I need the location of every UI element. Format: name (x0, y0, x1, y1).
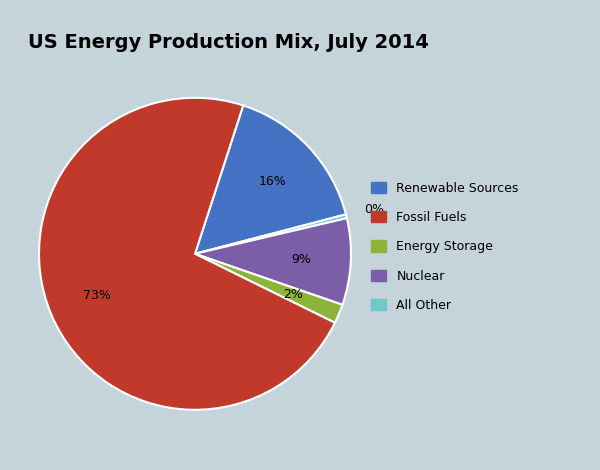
Wedge shape (195, 218, 351, 305)
Wedge shape (195, 105, 346, 254)
Wedge shape (195, 254, 343, 323)
Legend: Renewable Sources, Fossil Fuels, Energy Storage, Nuclear, All Other: Renewable Sources, Fossil Fuels, Energy … (366, 177, 524, 317)
Text: 9%: 9% (291, 253, 311, 266)
Text: 73%: 73% (83, 289, 111, 302)
Text: 16%: 16% (259, 174, 286, 188)
Wedge shape (195, 214, 347, 254)
Text: US Energy Production Mix, July 2014: US Energy Production Mix, July 2014 (28, 33, 428, 52)
Text: 0%: 0% (364, 203, 383, 216)
Wedge shape (39, 98, 335, 410)
Text: 2%: 2% (283, 288, 303, 301)
